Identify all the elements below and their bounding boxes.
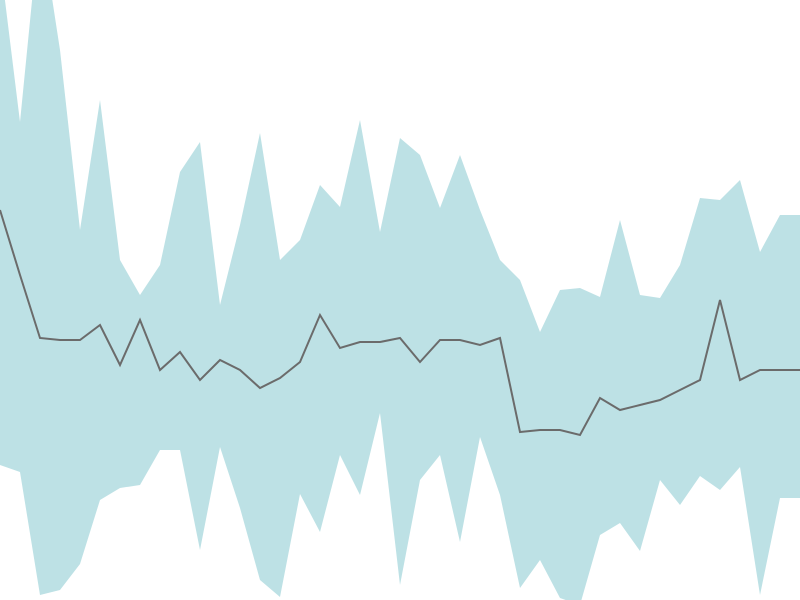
chart-svg: [0, 0, 800, 600]
confidence-band-chart: [0, 0, 800, 600]
